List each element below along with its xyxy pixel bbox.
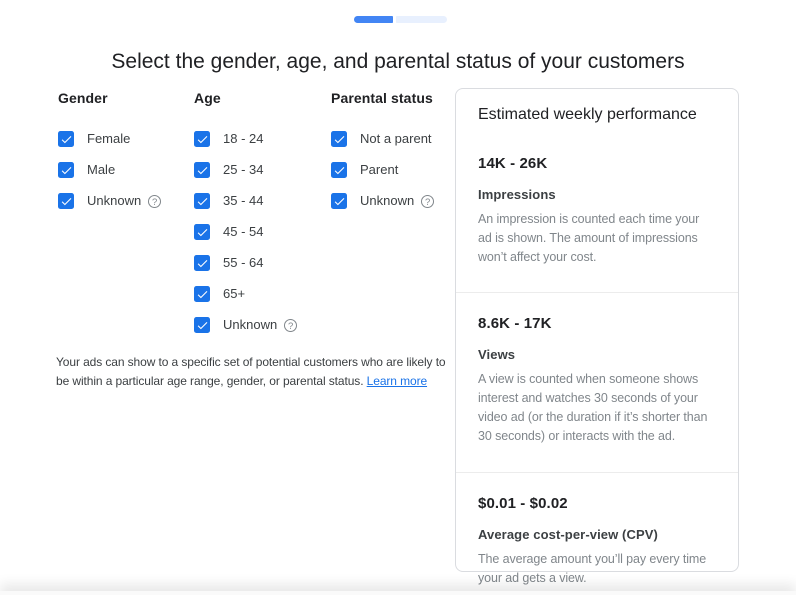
column-header: Gender bbox=[58, 90, 108, 106]
column-header: Age bbox=[194, 90, 221, 106]
checkbox-checked[interactable] bbox=[194, 317, 210, 333]
checkmark-icon bbox=[197, 259, 207, 267]
checkbox-option-row[interactable]: Male bbox=[58, 162, 194, 178]
panel-title: Estimated weekly performance bbox=[478, 106, 697, 123]
targeting-columns: Gender Female Male Unknown ? Age 18 - 24 bbox=[58, 90, 461, 348]
checkbox-label[interactable]: 65+ bbox=[223, 286, 246, 301]
option-list: 18 - 24 25 - 34 35 - 44 45 - 54 55 - 64 bbox=[194, 131, 331, 333]
checkmark-icon bbox=[61, 197, 71, 205]
checkbox-label[interactable]: 25 - 34 bbox=[223, 162, 264, 177]
estimated-performance-panel: Estimated weekly performance 14K - 26K I… bbox=[455, 88, 739, 585]
stat-description: The average amount you’ll pay every time… bbox=[478, 552, 707, 585]
page-title: Select the gender, age, and parental sta… bbox=[111, 50, 685, 73]
help-circle-icon[interactable]: ? bbox=[421, 194, 435, 208]
option-list: Not a parent Parent Unknown ? bbox=[331, 131, 461, 209]
checkbox-option-row[interactable]: Parent bbox=[331, 162, 461, 178]
checkmark-icon bbox=[61, 135, 71, 143]
progress-segment-current bbox=[354, 16, 393, 23]
checkbox-option-row[interactable]: 65+ bbox=[194, 286, 331, 302]
stat-value: $0.01 - $0.02 bbox=[478, 495, 568, 512]
stat-description: An impression is counted each time your … bbox=[478, 212, 700, 264]
checkbox-option-row[interactable]: Unknown ? bbox=[194, 317, 331, 333]
stat-section: $0.01 - $0.02 Average cost-per-view (CPV… bbox=[456, 472, 738, 588]
stat-section: 14K - 26K Impressions An impression is c… bbox=[456, 155, 738, 292]
panel-stats: 14K - 26K Impressions An impression is c… bbox=[456, 155, 738, 588]
checkbox-label[interactable]: 18 - 24 bbox=[223, 131, 264, 146]
checkbox-option-row[interactable]: 25 - 34 bbox=[194, 162, 331, 178]
help-circle-icon[interactable]: ? bbox=[148, 194, 162, 208]
checkbox-checked[interactable] bbox=[58, 193, 74, 209]
checkbox-checked[interactable] bbox=[194, 286, 210, 302]
checkmark-icon bbox=[197, 290, 207, 298]
checkbox-checked[interactable] bbox=[194, 193, 210, 209]
checkmark-icon bbox=[334, 166, 344, 174]
checkmark-icon bbox=[197, 228, 207, 236]
learn-more-link[interactable]: Learn more bbox=[366, 374, 428, 388]
progress-segment-gap bbox=[393, 16, 396, 23]
checkmark-icon bbox=[61, 166, 71, 174]
checkbox-option-row[interactable]: Female bbox=[58, 131, 194, 147]
checkbox-label[interactable]: 45 - 54 bbox=[223, 224, 264, 239]
footnote: Your ads can show to a specific set of p… bbox=[56, 353, 460, 391]
checkmark-icon bbox=[197, 166, 207, 174]
column-header: Parental status bbox=[331, 90, 433, 106]
checkbox-label[interactable]: 55 - 64 bbox=[223, 255, 264, 270]
footnote-text: Your ads can show to a specific set of p… bbox=[56, 355, 446, 388]
targeting-column-gender: Gender Female Male Unknown ? bbox=[58, 90, 194, 348]
checkbox-label[interactable]: Parent bbox=[360, 162, 399, 177]
checkbox-label[interactable]: 35 - 44 bbox=[223, 193, 264, 208]
checkbox-option-row[interactable]: 45 - 54 bbox=[194, 224, 331, 240]
checkbox-checked[interactable] bbox=[194, 255, 210, 271]
checkbox-label[interactable]: Unknown bbox=[360, 193, 415, 208]
checkbox-label[interactable]: Unknown bbox=[87, 193, 142, 208]
checkbox-option-row[interactable]: 55 - 64 bbox=[194, 255, 331, 271]
checkmark-icon bbox=[334, 197, 344, 205]
checkbox-checked[interactable] bbox=[58, 162, 74, 178]
checkbox-option-row[interactable]: Not a parent bbox=[331, 131, 461, 147]
checkmark-icon bbox=[334, 135, 344, 143]
checkbox-option-row[interactable]: 35 - 44 bbox=[194, 193, 331, 209]
footer-bar-shadow bbox=[0, 591, 796, 595]
checkbox-label[interactable]: Female bbox=[87, 131, 131, 146]
progress-segment-upcoming bbox=[396, 16, 447, 23]
checkbox-label[interactable]: Unknown bbox=[223, 317, 278, 332]
checkbox-checked[interactable] bbox=[194, 224, 210, 240]
checkbox-checked[interactable] bbox=[331, 131, 347, 147]
checkbox-checked[interactable] bbox=[331, 162, 347, 178]
checkbox-label[interactable]: Male bbox=[87, 162, 116, 177]
help-circle-icon[interactable]: ? bbox=[284, 318, 298, 332]
option-list: Female Male Unknown ? bbox=[58, 131, 194, 209]
stat-description: A view is counted when someone shows int… bbox=[478, 372, 708, 443]
targeting-column-parental: Parental status Not a parent Parent Unkn… bbox=[331, 90, 461, 348]
stat-label: Average cost-per-view (CPV) bbox=[478, 527, 658, 542]
checkmark-icon bbox=[197, 197, 207, 205]
checkbox-option-row[interactable]: Unknown ? bbox=[331, 193, 461, 209]
checkbox-option-row[interactable]: Unknown ? bbox=[58, 193, 194, 209]
stat-label: Views bbox=[478, 347, 516, 362]
targeting-column-age: Age 18 - 24 25 - 34 35 - 44 45 - 54 55 bbox=[194, 90, 331, 348]
checkbox-checked[interactable] bbox=[194, 162, 210, 178]
checkbox-checked[interactable] bbox=[331, 193, 347, 209]
checkmark-icon bbox=[197, 135, 207, 143]
stat-value: 8.6K - 17K bbox=[478, 315, 552, 332]
checkbox-checked[interactable] bbox=[58, 131, 74, 147]
checkbox-checked[interactable] bbox=[194, 131, 210, 147]
stat-section: 8.6K - 17K Views A view is counted when … bbox=[456, 292, 738, 472]
progress-bar bbox=[354, 16, 447, 23]
checkbox-label[interactable]: Not a parent bbox=[360, 131, 432, 146]
checkbox-option-row[interactable]: 18 - 24 bbox=[194, 131, 331, 147]
stat-label: Impressions bbox=[478, 187, 556, 202]
checkmark-icon bbox=[197, 321, 207, 329]
stat-value: 14K - 26K bbox=[478, 155, 548, 172]
